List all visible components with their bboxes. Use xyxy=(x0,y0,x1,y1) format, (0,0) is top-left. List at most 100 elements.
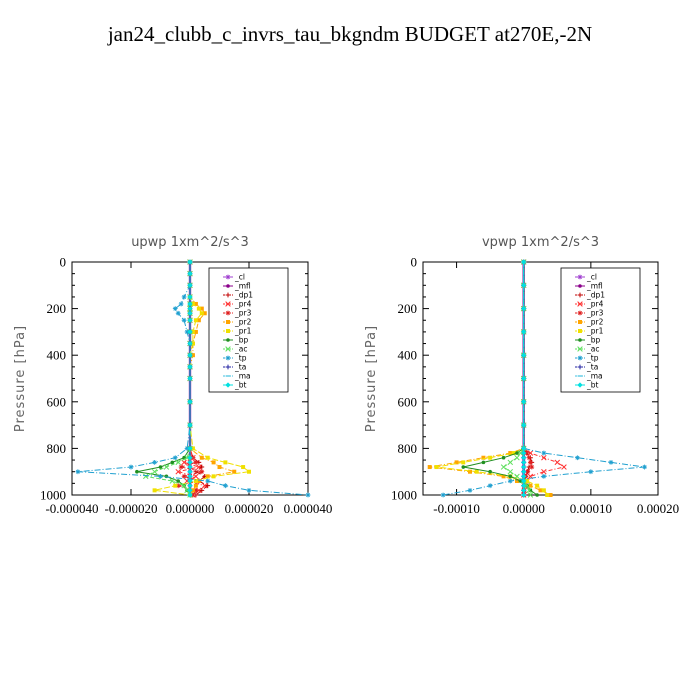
data-point xyxy=(507,478,513,484)
data-point xyxy=(474,469,479,474)
data-point xyxy=(541,450,547,456)
data-point xyxy=(535,493,539,497)
series-ac xyxy=(500,259,534,498)
legend-entry: _pr4 xyxy=(575,300,604,309)
data-point xyxy=(527,492,534,498)
legend-label: _pr2 xyxy=(586,318,604,327)
data-point xyxy=(187,422,193,428)
data-point xyxy=(199,469,205,475)
data-point xyxy=(521,478,527,484)
legend-entry: _bp xyxy=(575,336,601,345)
data-point xyxy=(205,483,211,489)
legend-label: _pr1 xyxy=(586,327,604,336)
data-point xyxy=(151,468,158,475)
data-point xyxy=(175,468,181,475)
data-point xyxy=(211,460,216,465)
legend-marker xyxy=(577,382,583,388)
data-point xyxy=(187,259,193,265)
data-point xyxy=(135,469,139,474)
series-pr2 xyxy=(427,260,553,497)
data-point xyxy=(223,460,228,465)
legend-marker xyxy=(577,301,583,307)
legend-label: _dp1 xyxy=(586,291,605,300)
data-point xyxy=(521,459,527,465)
legend-marker xyxy=(578,329,582,333)
legend-label: _tp xyxy=(586,354,599,363)
legend-entry: _ma xyxy=(575,372,603,381)
legend: _cl_mfl_dp1_pr4_pr3_pr2_pr1_bp_ac_tp_ta_… xyxy=(560,267,641,393)
data-point xyxy=(528,483,533,488)
data-point xyxy=(521,487,527,493)
legend-marker xyxy=(225,346,231,352)
legend-marker xyxy=(577,310,583,316)
data-point xyxy=(199,464,205,470)
y-tick-label: 400 xyxy=(47,348,67,363)
data-point xyxy=(488,469,492,474)
data-point xyxy=(187,306,193,312)
legend-label: _pr1 xyxy=(234,327,252,336)
y-tick-label: 0 xyxy=(60,255,67,270)
data-point xyxy=(205,474,210,479)
y-tick-label: 600 xyxy=(398,394,418,409)
legend-marker xyxy=(225,310,231,316)
data-point xyxy=(184,454,190,461)
data-point xyxy=(241,465,246,470)
legend-marker xyxy=(577,364,583,370)
data-point xyxy=(187,478,193,484)
data-point xyxy=(554,459,561,466)
x-tick-label: 0.000020 xyxy=(225,501,274,516)
x-tick-label: -0.000020 xyxy=(104,501,157,516)
legend-label: _pr4 xyxy=(586,300,604,309)
y-tick-label: 400 xyxy=(398,348,418,363)
data-point xyxy=(526,455,532,461)
x-tick-label: 0.00000 xyxy=(503,501,545,516)
data-point xyxy=(181,473,187,479)
legend-label: _cl xyxy=(586,273,597,282)
y-tick-label: 800 xyxy=(47,441,67,456)
legend-entry: _tp xyxy=(575,354,599,363)
data-point xyxy=(305,492,311,498)
data-point xyxy=(525,479,530,484)
data-point xyxy=(75,469,81,475)
data-point xyxy=(196,464,202,470)
data-point xyxy=(190,488,195,493)
data-point xyxy=(181,459,187,466)
series-pr4 xyxy=(520,259,567,498)
data-point xyxy=(193,459,199,465)
data-point xyxy=(187,329,193,335)
data-point xyxy=(187,464,193,470)
data-point xyxy=(508,451,513,456)
x-tick-label: 0.000000 xyxy=(166,501,215,516)
data-point xyxy=(175,310,181,316)
legend-entry: _dp1 xyxy=(223,291,253,300)
data-point xyxy=(187,487,193,493)
data-point xyxy=(172,455,178,461)
data-point xyxy=(187,352,193,358)
data-point xyxy=(176,479,180,483)
data-point xyxy=(521,483,527,489)
data-point xyxy=(187,469,193,475)
legend-label: _bp xyxy=(586,336,601,345)
legend-marker xyxy=(225,364,231,370)
data-point xyxy=(205,455,210,460)
data-point xyxy=(232,469,237,474)
data-point xyxy=(507,459,514,466)
legend-marker xyxy=(577,274,583,280)
data-point xyxy=(528,459,533,465)
data-point xyxy=(517,450,524,456)
data-point xyxy=(527,450,534,456)
data-point xyxy=(187,455,193,461)
data-point xyxy=(199,311,204,316)
data-point xyxy=(561,464,567,470)
data-point xyxy=(541,468,547,475)
y-axis-label: Pressure [hPa] xyxy=(364,325,379,432)
data-point xyxy=(190,492,196,498)
legend-marker xyxy=(226,320,230,324)
data-point xyxy=(187,282,193,288)
x-tick-label: 0.00010 xyxy=(570,501,612,516)
data-point xyxy=(152,488,157,493)
data-point xyxy=(193,329,198,334)
data-point xyxy=(163,464,170,470)
series-line xyxy=(523,262,566,496)
data-point xyxy=(187,375,193,382)
